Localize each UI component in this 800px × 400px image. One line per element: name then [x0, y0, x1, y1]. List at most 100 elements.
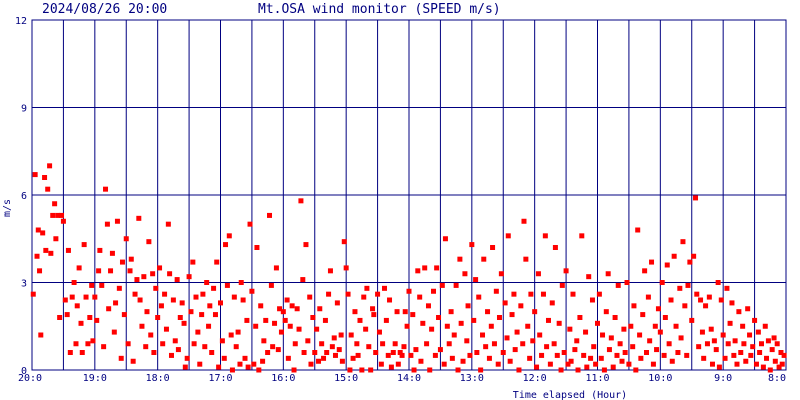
- data-point: [448, 309, 454, 315]
- data-point: [485, 309, 491, 315]
- data-point: [621, 326, 627, 332]
- data-point: [108, 268, 114, 274]
- data-point: [136, 215, 142, 221]
- data-point: [467, 352, 473, 358]
- data-point: [273, 265, 279, 271]
- data-point: [567, 326, 573, 332]
- data-point: [462, 271, 468, 277]
- data-point: [505, 233, 511, 239]
- data-point: [603, 309, 609, 315]
- data-point: [655, 306, 661, 312]
- data-point: [781, 352, 787, 358]
- data-point: [193, 294, 199, 300]
- data-point: [457, 256, 463, 262]
- y-axis-label: m/s: [2, 199, 13, 217]
- data-point: [614, 352, 620, 358]
- data-point: [319, 341, 325, 347]
- x-tick-label: 11:0: [585, 373, 609, 384]
- data-point: [265, 350, 271, 355]
- x-tick-label: 19:0: [83, 373, 107, 384]
- data-point: [622, 350, 628, 355]
- data-point: [186, 274, 192, 280]
- data-point: [388, 364, 394, 370]
- data-point: [558, 367, 564, 373]
- data-point: [608, 335, 614, 341]
- data-point: [698, 297, 704, 303]
- data-point: [471, 317, 477, 323]
- data-point: [168, 352, 174, 358]
- data-point: [713, 347, 719, 353]
- data-point: [436, 315, 442, 320]
- data-point: [610, 364, 616, 370]
- data-point: [630, 344, 636, 350]
- data-point: [769, 347, 775, 353]
- data-point: [348, 332, 354, 338]
- data-point: [504, 335, 510, 341]
- data-point: [139, 323, 145, 329]
- data-point: [175, 347, 181, 353]
- x-tick-label: 15:0: [334, 373, 358, 384]
- data-point: [170, 297, 176, 303]
- data-point: [509, 312, 515, 318]
- data-point: [381, 285, 387, 291]
- data-point: [106, 306, 112, 312]
- data-point: [354, 341, 360, 347]
- data-point: [190, 259, 196, 265]
- data-point: [495, 361, 501, 367]
- data-point: [316, 358, 322, 364]
- data-point: [121, 312, 127, 318]
- data-point: [90, 338, 96, 344]
- data-point: [206, 323, 212, 329]
- data-point: [370, 306, 376, 312]
- data-point: [465, 303, 471, 309]
- data-point: [326, 291, 332, 297]
- data-point: [240, 297, 246, 303]
- data-point: [195, 329, 201, 335]
- data-point: [165, 221, 171, 227]
- data-point: [181, 320, 187, 326]
- data-point: [635, 227, 641, 233]
- data-points: [30, 163, 787, 373]
- data-point: [523, 256, 529, 262]
- data-point: [57, 315, 63, 320]
- data-point: [65, 247, 71, 253]
- data-point: [291, 367, 297, 373]
- data-point: [633, 367, 639, 373]
- data-point: [69, 294, 75, 300]
- data-point: [378, 361, 384, 367]
- data-point: [287, 323, 293, 329]
- data-point: [601, 367, 607, 373]
- data-point: [575, 367, 581, 373]
- data-point: [418, 358, 424, 364]
- chart-grid: [32, 20, 786, 370]
- data-point: [375, 291, 381, 297]
- data-point: [345, 291, 351, 297]
- data-point: [701, 355, 707, 361]
- data-point: [758, 341, 764, 347]
- data-point: [214, 259, 220, 265]
- data-point: [216, 364, 222, 370]
- data-point: [228, 332, 234, 338]
- data-point: [59, 212, 65, 218]
- data-point: [359, 367, 365, 373]
- data-point: [565, 361, 571, 367]
- data-point: [778, 350, 784, 355]
- data-point: [174, 277, 180, 283]
- data-point: [347, 367, 353, 373]
- data-point: [338, 332, 344, 338]
- data-point: [113, 300, 119, 306]
- data-point: [92, 294, 98, 300]
- data-point: [432, 352, 438, 358]
- chart-title: Mt.OSA wind monitor (SPEED m/s): [258, 2, 501, 17]
- data-point: [310, 315, 316, 320]
- data-point: [478, 367, 484, 373]
- data-point: [357, 317, 363, 323]
- data-point: [753, 361, 759, 367]
- data-point: [716, 364, 722, 370]
- data-point: [547, 361, 553, 367]
- data-point: [666, 341, 672, 347]
- data-point: [223, 242, 229, 248]
- data-point: [579, 233, 585, 239]
- data-point: [219, 338, 225, 344]
- data-point: [544, 344, 550, 350]
